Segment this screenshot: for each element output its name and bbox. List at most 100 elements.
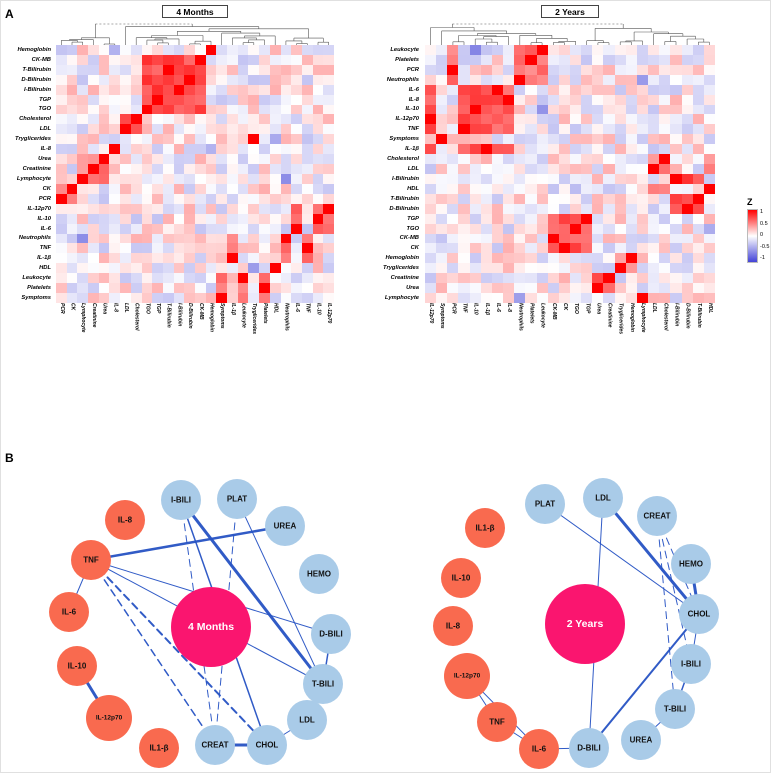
heatmap-cell <box>184 283 195 294</box>
heatmap-cell <box>447 183 459 194</box>
heatmap-cell <box>269 173 281 184</box>
heatmap-cell <box>603 193 615 204</box>
heatmap-column-label: Lymphocyte <box>80 303 87 333</box>
heatmap-cell <box>681 203 693 214</box>
heatmap-cell <box>603 203 615 214</box>
heatmap-cell <box>436 213 448 224</box>
heatmap-cell <box>77 94 89 105</box>
heatmap-cell <box>670 114 682 125</box>
heatmap-cell <box>525 124 537 135</box>
heatmap-row-label: TNF <box>407 126 419 133</box>
heatmap-cell <box>491 154 504 165</box>
heatmap-cell <box>681 293 693 303</box>
heatmap-cell <box>194 45 206 55</box>
heatmap-cell <box>603 84 615 95</box>
heatmap-cell <box>323 283 334 294</box>
heatmap-cell <box>227 45 238 55</box>
heatmap-cell <box>162 54 174 65</box>
heatmap-cell <box>681 84 693 95</box>
heatmap-cell <box>152 233 163 244</box>
heatmap-cell <box>447 173 459 184</box>
heatmap-column-label: IL-12p70 <box>326 303 333 324</box>
heatmap-cell <box>312 134 324 145</box>
heatmap-cell <box>248 54 260 65</box>
heatmap-cell <box>592 193 604 204</box>
heatmap-cell <box>636 64 649 75</box>
svg-text:IL-12p70: IL-12p70 <box>96 715 123 722</box>
heatmap-cell <box>162 293 174 303</box>
heatmap-cell <box>581 253 593 264</box>
heatmap-cell <box>536 94 548 105</box>
heatmap-cell <box>692 283 704 294</box>
heatmap-cell <box>636 203 649 214</box>
heatmap-column-label-cell: D-Bilirubin <box>184 303 195 339</box>
heatmap-cell <box>525 263 537 274</box>
heatmap-cell <box>558 173 570 184</box>
heatmap-cell <box>77 283 89 294</box>
heatmap-cell <box>162 104 174 115</box>
heatmap-cell <box>692 173 704 184</box>
heatmap-cell <box>547 154 559 165</box>
heatmap-cell <box>162 263 174 274</box>
heatmap-cell <box>425 203 437 214</box>
heatmap-column-label: IL-10 <box>472 303 479 315</box>
heatmap-cell <box>659 263 671 274</box>
heatmap-cell <box>636 243 649 254</box>
heatmap-cell <box>88 114 99 125</box>
heatmap-cell <box>592 144 604 155</box>
heatmap-cell <box>514 74 526 85</box>
heatmap-cell <box>458 183 470 194</box>
heatmap-cell <box>491 193 504 204</box>
heatmap-cell <box>162 223 174 234</box>
heatmap-cell <box>312 144 324 155</box>
heatmap-cell <box>425 193 437 204</box>
heatmap-cell <box>603 154 615 165</box>
heatmap-cell <box>592 134 604 145</box>
heatmap-column-label-cell: Creatinine <box>604 303 615 339</box>
heatmap-cell <box>269 154 281 165</box>
heatmap-cell <box>98 164 110 174</box>
heatmap-cell <box>173 273 185 284</box>
heatmap-cell <box>216 54 228 65</box>
heatmap-cell <box>625 64 637 75</box>
heatmap-cell <box>173 213 185 224</box>
heatmap-cell <box>625 253 637 264</box>
network-edge-I-BILI-T-BILI <box>179 498 325 686</box>
heatmap-cell <box>436 134 448 145</box>
heatmap-cell <box>248 213 260 224</box>
heatmap-cell <box>425 164 437 174</box>
heatmap-cell <box>670 54 682 65</box>
heatmap-cell <box>162 203 174 214</box>
heatmap-cell <box>98 223 110 234</box>
heatmap-cell <box>581 203 593 214</box>
heatmap-cell <box>109 263 121 274</box>
heatmap-cell <box>692 233 704 244</box>
heatmap-cell <box>491 74 504 85</box>
heatmap-cell <box>514 243 526 254</box>
heatmap-cell <box>425 134 437 145</box>
heatmap-cell <box>301 223 313 234</box>
heatmap-cell <box>130 54 142 65</box>
heatmap-cell <box>581 84 593 95</box>
heatmap-4-months-row-labels: Hemoglobin CK-MB T-Bilirubin D-Bilirubin I-B… <box>1 45 53 303</box>
heatmap-cell <box>425 173 437 184</box>
heatmap-cell <box>194 243 206 254</box>
heatmap-cell <box>259 94 270 105</box>
network-node-TNF: TNF <box>477 702 517 742</box>
heatmap-cell <box>592 293 604 303</box>
heatmap-cell <box>569 74 582 85</box>
heatmap-cell <box>162 173 174 184</box>
heatmap-cell <box>692 64 704 75</box>
heatmap-cell <box>237 293 249 303</box>
heatmap-cell <box>141 233 153 244</box>
heatmap-cell <box>173 94 185 105</box>
heatmap-cell <box>581 273 593 284</box>
heatmap-cell <box>491 173 504 184</box>
heatmap-cell <box>77 144 89 155</box>
heatmap-column-label: TNF <box>304 303 311 313</box>
heatmap-cell <box>614 94 626 105</box>
heatmap-cell <box>77 45 89 55</box>
heatmap-cell <box>458 213 470 224</box>
heatmap-cell <box>536 124 548 135</box>
heatmap-column-label: HDL <box>272 303 279 314</box>
